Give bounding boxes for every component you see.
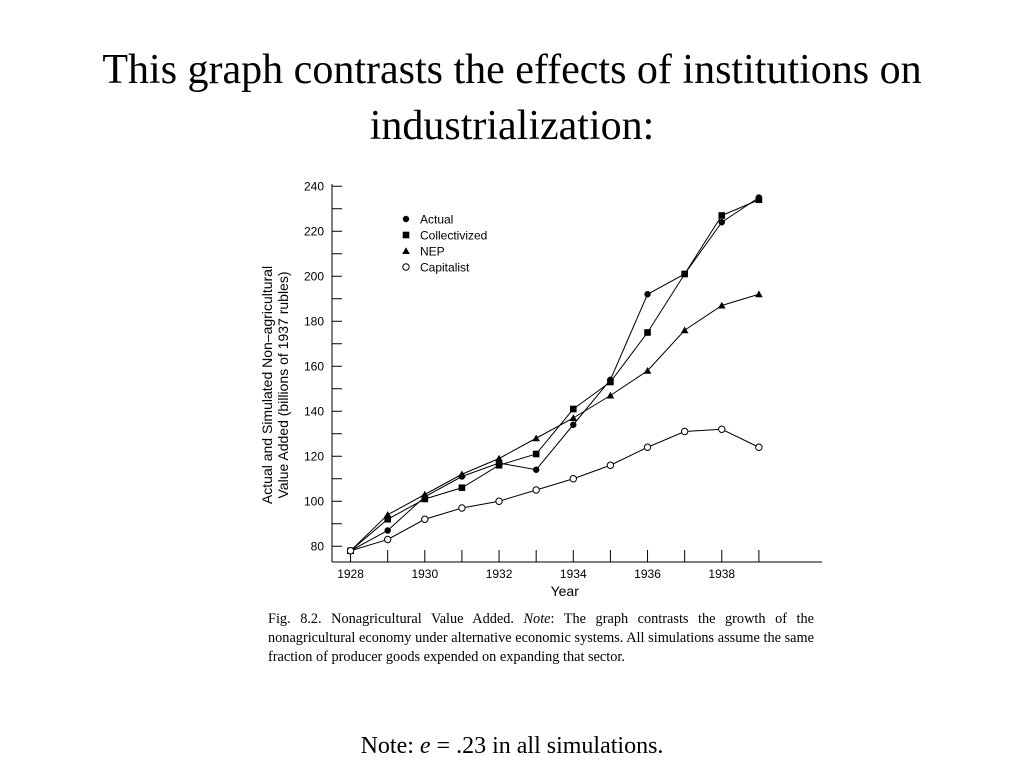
x-axis-title: Year xyxy=(551,583,580,598)
data-point-nep xyxy=(717,301,726,309)
note-prefix: Note: xyxy=(360,733,420,759)
series-group xyxy=(346,194,763,555)
caption-text: : The graph contrasts the growth of the … xyxy=(268,611,814,665)
data-point-nep xyxy=(680,326,689,334)
y-tick-label: 100 xyxy=(304,494,324,508)
data-point-collectivized xyxy=(421,495,429,503)
figure: 80 100 120 140 160 180 200 220 240 1928 1930 1932 19… xyxy=(226,168,838,706)
slide-title-line-2: industrialization: xyxy=(369,103,655,149)
data-point-collectivized xyxy=(569,405,577,413)
data-point-capitalist xyxy=(346,547,355,555)
data-point-capitalist xyxy=(606,461,615,469)
caption-note-word: Note xyxy=(523,611,551,627)
series-line-nep xyxy=(350,293,760,552)
data-point-capitalist xyxy=(421,515,429,523)
data-point-nep xyxy=(495,454,503,462)
note-suffix: = .23 in all simulations. xyxy=(430,733,664,759)
data-point-nep xyxy=(606,391,615,399)
series-line-actual xyxy=(350,197,760,552)
data-point-nep xyxy=(643,366,652,374)
caption-label: Fig. 8.2. Nonagricultural Value Added. xyxy=(268,611,524,627)
data-point-capitalist xyxy=(383,535,392,544)
x-tick-label: 1930 xyxy=(411,567,438,581)
data-point-collectivized xyxy=(458,484,466,492)
data-point-capitalist xyxy=(569,475,577,483)
data-point-nep xyxy=(755,290,763,298)
y-axis-title-line-2: Value Added (billions of 1937 rubles) xyxy=(275,271,291,498)
y-axis-title-line-1: Actual and Simulated Non–agricultural xyxy=(259,266,275,504)
data-point-capitalist xyxy=(718,425,726,433)
data-point-nep xyxy=(383,510,392,518)
x-tick-label: 1932 xyxy=(486,567,513,581)
series-line-collectivized xyxy=(350,199,760,552)
y-tick-label: 120 xyxy=(304,449,324,463)
x-tick-label: 1936 xyxy=(634,567,661,581)
legend-label-actual: Actual xyxy=(420,213,453,227)
data-point-capitalist xyxy=(755,443,763,451)
legend: Actual Collectivized NEP Capitalist xyxy=(402,213,487,275)
y-tick-label: 240 xyxy=(304,179,324,193)
x-tick-label: 1938 xyxy=(708,567,735,581)
legend-marker-nep xyxy=(402,247,410,255)
y-tick-label: 200 xyxy=(304,269,324,283)
data-point-collectivized xyxy=(607,378,614,386)
data-point-collectivized xyxy=(384,515,391,523)
data-point-collectivized xyxy=(755,196,763,204)
data-point-actual xyxy=(384,527,391,534)
data-point-collectivized xyxy=(532,450,540,458)
legend-label-nep: NEP xyxy=(420,245,445,259)
legend-marker-capitalist xyxy=(402,263,410,271)
data-point-nep xyxy=(569,414,578,422)
x-tick-label: 1934 xyxy=(560,567,587,581)
data-point-collectivized xyxy=(644,329,651,336)
data-point-capitalist xyxy=(643,443,652,451)
y-tick-label: 220 xyxy=(304,224,324,238)
data-point-collectivized xyxy=(681,270,688,278)
data-point-actual xyxy=(570,421,577,428)
x-tick-label: 1928 xyxy=(337,567,364,581)
data-point-actual xyxy=(532,466,540,473)
data-point-actual xyxy=(718,219,725,226)
y-tick-label: 160 xyxy=(304,359,324,373)
data-point-capitalist xyxy=(680,427,689,436)
y-tick-label: 180 xyxy=(304,314,324,328)
data-point-capitalist xyxy=(495,497,503,505)
legend-marker-actual xyxy=(402,215,410,223)
y-tick-label: 140 xyxy=(304,404,324,418)
legend-label-capitalist: Capitalist xyxy=(420,261,470,275)
data-point-nep xyxy=(421,490,429,498)
figure-caption: Fig. 8.2. Nonagricultural Value Added. N… xyxy=(268,610,814,667)
legend-marker-collectivized xyxy=(402,231,410,239)
series-line-capitalist xyxy=(350,428,760,552)
data-point-capitalist xyxy=(532,486,540,494)
data-point-nep xyxy=(458,470,466,478)
line-chart: 80 100 120 140 160 180 200 220 240 1928 1930 1932 19… xyxy=(259,179,822,598)
slide-title: This graph contrasts the effects of inst… xyxy=(0,42,1024,154)
note-variable: e xyxy=(419,733,431,759)
y-tick-label: 80 xyxy=(311,539,325,553)
data-point-collectivized xyxy=(718,212,726,219)
data-point-collectivized xyxy=(495,461,503,469)
data-point-capitalist xyxy=(458,504,466,512)
data-point-nep xyxy=(532,434,540,442)
slide-note: Note: e = .23 in all simulations. xyxy=(0,731,1024,761)
axes: 80 100 120 140 160 180 200 220 240 1928 1930 1932 19… xyxy=(259,179,822,598)
data-point-actual xyxy=(644,291,651,298)
slide-title-line-1: This graph contrasts the effects of inst… xyxy=(102,47,922,93)
legend-label-collectivized: Collectivized xyxy=(420,229,487,243)
